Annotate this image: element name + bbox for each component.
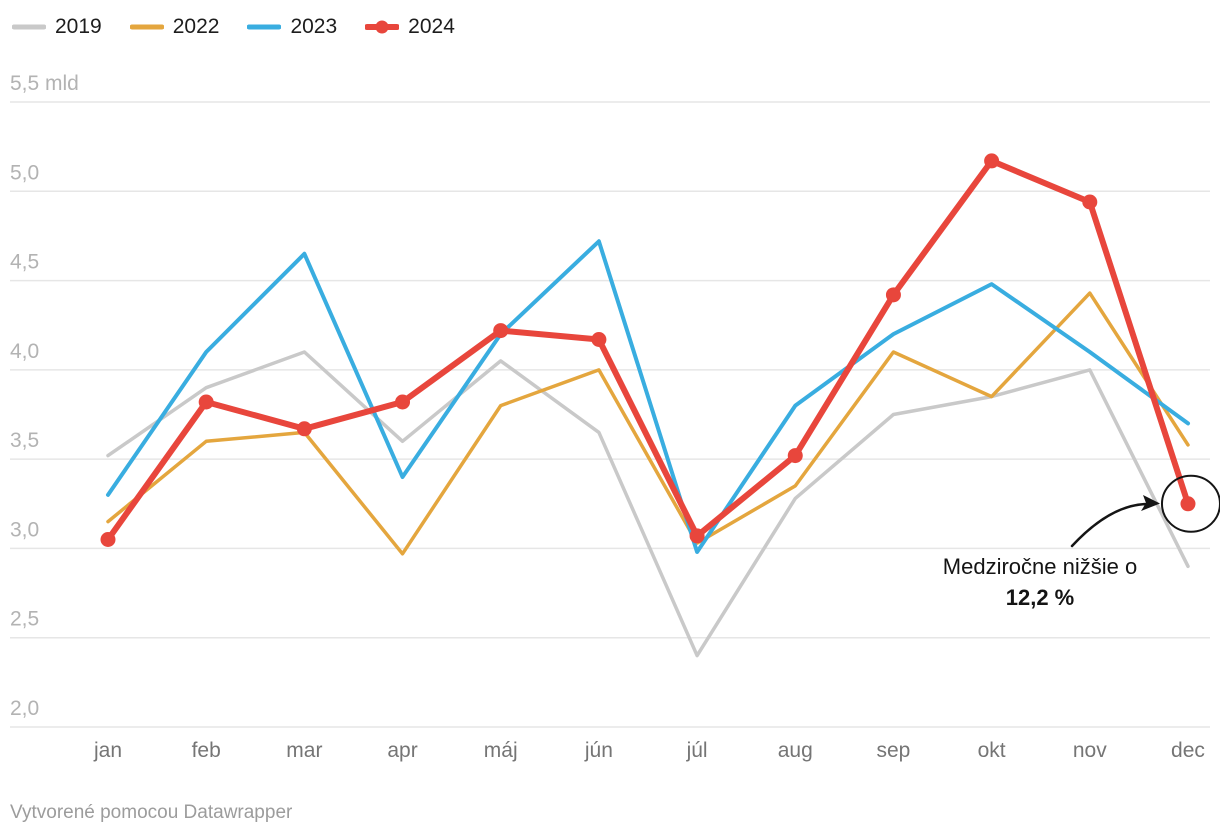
series-line-2024[interactable] <box>105 157 1191 543</box>
y-tick-label: 3,5 <box>10 429 39 452</box>
legend-item-2024: 2024 <box>365 16 455 37</box>
legend-label-2019: 2019 <box>55 15 102 38</box>
data-point-2024-dec[interactable] <box>1180 496 1196 512</box>
y-tick-label: 3,0 <box>10 518 39 541</box>
data-point-2024-nov[interactable] <box>1082 194 1098 210</box>
legend-label-2023: 2023 <box>290 15 338 38</box>
y-tick-label: 4,0 <box>10 340 39 363</box>
x-tick-label-sep: sep <box>877 739 911 762</box>
x-tick-label-mar: mar <box>286 739 322 762</box>
annotation-text: Medziročne nižšie o <box>942 554 1138 579</box>
x-tick-label-jún: jún <box>584 739 613 762</box>
legend-label-2022: 2022 <box>172 15 220 38</box>
legend-item-2023: 2023 <box>247 16 337 37</box>
legend-swatch-2023-icon <box>247 24 282 29</box>
y-tick-label: 5,5 mld <box>10 72 79 95</box>
x-tick-label-nov: nov <box>1073 739 1107 762</box>
legend-label-2024: 2024 <box>408 15 455 38</box>
legend-item-2019: 2019 <box>12 16 102 37</box>
data-point-2024-apr[interactable] <box>395 394 411 410</box>
annotation-value: 12,2 % <box>1005 585 1075 610</box>
x-tick-label-okt: okt <box>978 739 1006 762</box>
series-line-2019[interactable] <box>106 350 1190 658</box>
x-tick-label-aug: aug <box>778 739 813 762</box>
x-tick-label-dec: dec <box>1171 739 1205 762</box>
x-tick-label-feb: feb <box>192 739 221 762</box>
series-line-2023[interactable] <box>106 239 1190 554</box>
data-point-2024-sep[interactable] <box>885 287 901 303</box>
legend-swatch-2019-icon <box>12 24 46 29</box>
data-point-2024-júl[interactable] <box>689 528 705 544</box>
legend-swatch-2024-icon <box>365 20 400 33</box>
legend-swatch-2022-icon <box>129 24 164 29</box>
x-tick-label-jan: jan <box>93 739 122 762</box>
data-point-2024-aug[interactable] <box>787 448 803 464</box>
y-tick-label: 5,0 <box>10 161 39 184</box>
data-point-2024-jan[interactable] <box>100 531 116 547</box>
y-tick-label: 2,5 <box>10 608 39 631</box>
annotation-arrow <box>1070 502 1152 548</box>
legend: 2019 2022 2023 2024 <box>12 16 455 37</box>
series-line-2022[interactable] <box>106 291 1190 556</box>
data-point-2024-feb[interactable] <box>198 394 214 410</box>
annotation: Medziročne nižšie o 12,2 % <box>905 551 1175 613</box>
x-tick-label-apr: apr <box>387 739 417 762</box>
data-point-2024-jún[interactable] <box>591 331 607 347</box>
y-tick-label: 4,5 <box>10 251 39 274</box>
data-point-2024-okt[interactable] <box>984 153 1000 169</box>
x-tick-label-máj: máj <box>484 739 518 762</box>
x-tick-label-júl: júl <box>686 739 708 762</box>
legend-item-2022: 2022 <box>129 15 220 38</box>
y-tick-label: 2,0 <box>10 697 39 720</box>
data-point-2024-mar[interactable] <box>296 421 312 437</box>
annotation-arrowhead-icon <box>1141 495 1160 511</box>
data-point-2024-máj[interactable] <box>493 323 509 339</box>
datawrapper-credit[interactable]: Vytvorené pomocou Datawrapper <box>10 802 293 823</box>
